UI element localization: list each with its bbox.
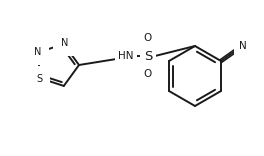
Text: N: N: [239, 41, 247, 51]
Text: N: N: [34, 47, 41, 57]
Text: S: S: [36, 74, 42, 84]
Text: HN: HN: [118, 51, 134, 61]
Text: N: N: [61, 38, 68, 48]
Text: S: S: [144, 49, 152, 63]
Text: O: O: [144, 69, 152, 79]
Text: O: O: [144, 33, 152, 43]
